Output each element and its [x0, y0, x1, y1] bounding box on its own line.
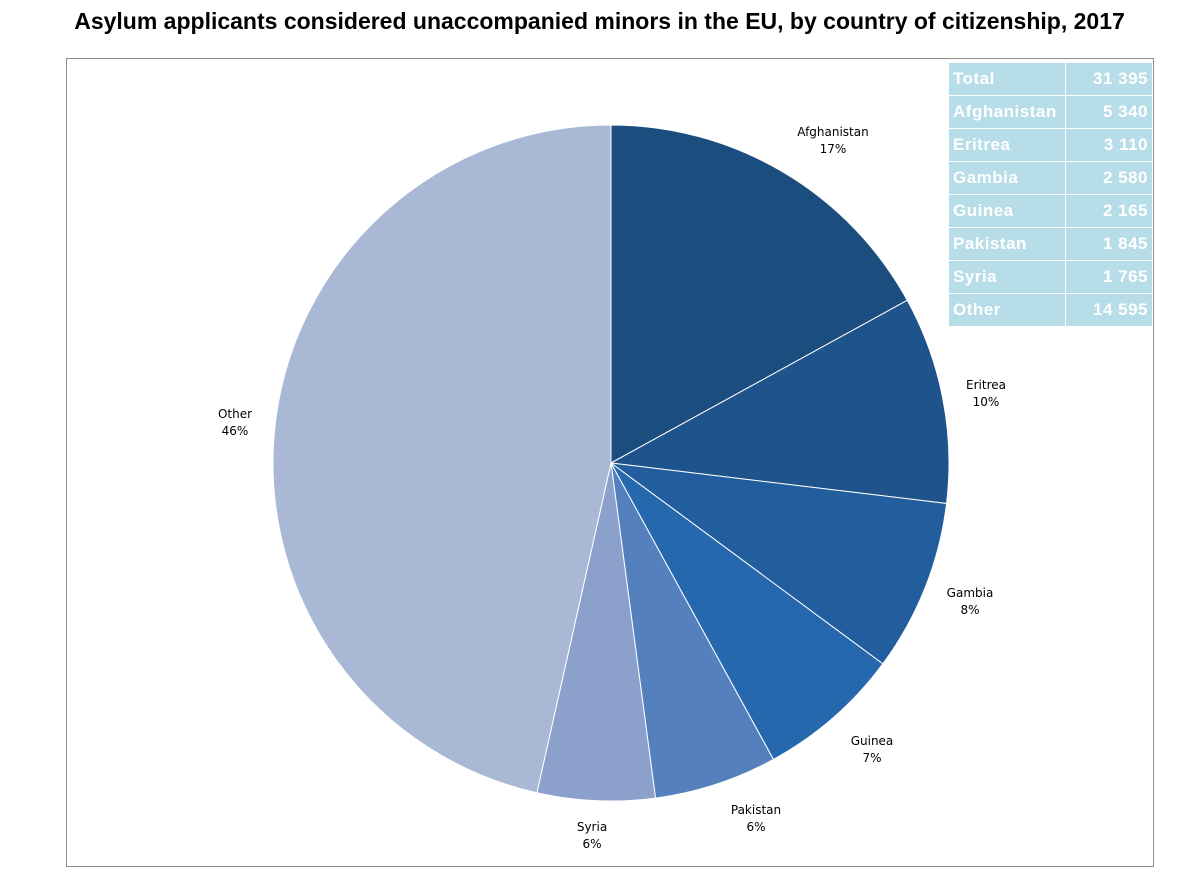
- slice-percent-pakistan: 6%: [746, 820, 765, 834]
- table-cell-name: Afghanistan: [948, 95, 1066, 129]
- table-cell-value: 3 110: [1065, 128, 1153, 162]
- table-row: Afghanistan 5 340: [948, 95, 1153, 129]
- table-row: Guinea 2 165: [948, 194, 1153, 228]
- slice-label-afghanistan: Afghanistan: [797, 125, 868, 139]
- table-row: Gambia 2 580: [948, 161, 1153, 195]
- pie-slice-gambia: [609, 462, 948, 665]
- table-row: Other 14 595: [948, 293, 1153, 327]
- slice-label-eritrea: Eritrea: [966, 378, 1006, 392]
- pie-slice-eritrea: [609, 299, 950, 505]
- slice-label-gambia: Gambia: [947, 586, 994, 600]
- table-cell-value: 1 765: [1065, 260, 1153, 294]
- table-cell-value: 5 340: [1065, 95, 1153, 129]
- pie-slices: [272, 124, 950, 802]
- pie-slice-guinea: [610, 462, 884, 761]
- slice-percent-syria: 6%: [582, 837, 601, 851]
- table-cell-name: Gambia: [948, 161, 1066, 195]
- table-cell-name: Total: [948, 62, 1066, 96]
- chart-title: Asylum applicants considered unaccompani…: [74, 8, 1125, 34]
- slice-percent-other: 46%: [222, 424, 249, 438]
- summary-table: Total 31 395 Afghanistan 5 340 Eritrea 3 110 G…: [948, 62, 1153, 327]
- table-row: Eritrea 3 110: [948, 128, 1153, 162]
- table-cell-name: Pakistan: [948, 227, 1066, 261]
- table-cell-name: Guinea: [948, 194, 1066, 228]
- table-cell-value: 2 165: [1065, 194, 1153, 228]
- table-cell-value: 31 395: [1065, 62, 1153, 96]
- slice-label-syria: Syria: [577, 820, 607, 834]
- table-cell-name: Other: [948, 293, 1066, 327]
- table-cell-value: 2 580: [1065, 161, 1153, 195]
- slice-label-guinea: Guinea: [851, 734, 894, 748]
- pie-slice-afghanistan: [610, 124, 908, 464]
- table-row: Pakistan 1 845: [948, 227, 1153, 261]
- pie-labels: Afghanistan 17% Eritrea 10% Gambia 8% Guinea 7%…: [218, 125, 1006, 851]
- table-cell-name: Eritrea: [948, 128, 1066, 162]
- pie-slice-other: [272, 124, 612, 794]
- slice-percent-guinea: 7%: [862, 751, 881, 765]
- table-cell-value: 1 845: [1065, 227, 1153, 261]
- slice-label-pakistan: Pakistan: [731, 803, 781, 817]
- pie-slice-pakistan: [610, 462, 775, 799]
- slice-percent-gambia: 8%: [960, 603, 979, 617]
- slice-percent-afghanistan: 17%: [820, 142, 847, 156]
- table-cell-value: 14 595: [1065, 293, 1153, 327]
- table-row: Total 31 395: [948, 62, 1153, 96]
- table-row: Syria 1 765: [948, 260, 1153, 294]
- table-cell-name: Syria: [948, 260, 1066, 294]
- slice-label-other: Other: [218, 407, 252, 421]
- slice-percent-eritrea: 10%: [973, 395, 1000, 409]
